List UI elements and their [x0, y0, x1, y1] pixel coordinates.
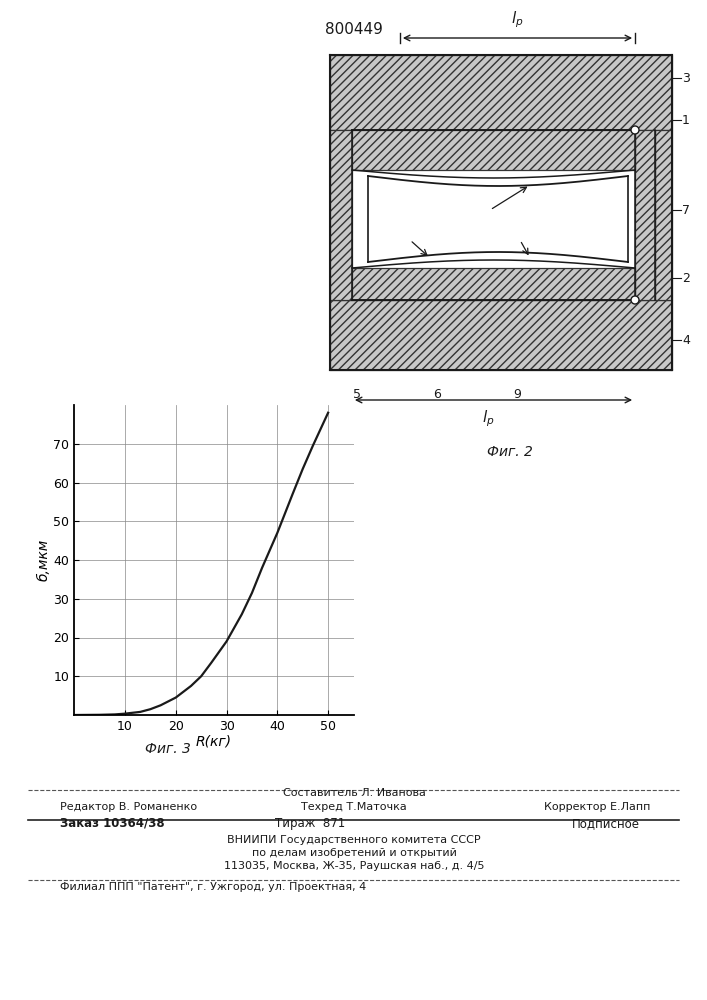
Text: $R_б$: $R_б$ [472, 213, 488, 228]
Text: 6: 6 [433, 388, 441, 401]
Text: 3: 3 [682, 72, 690, 85]
Text: $l_p$: $l_p$ [482, 408, 495, 429]
Text: Фиг. 3: Фиг. 3 [145, 742, 191, 756]
Bar [655, 130, 672, 300]
Text: 1: 1 [682, 113, 690, 126]
Text: $R_б$: $R_б$ [392, 223, 408, 238]
Text: по делам изобретений и открытий: по делам изобретений и открытий [252, 848, 457, 858]
Text: Редактор В. Романенко: Редактор В. Романенко [60, 802, 197, 812]
Bar [352, 130, 635, 170]
X-axis label: R(кг): R(кг) [196, 734, 232, 748]
Text: ВНИИПИ Государственного комитета СССР: ВНИИПИ Государственного комитета СССР [227, 835, 481, 845]
Text: 7: 7 [682, 204, 690, 217]
Text: 5: 5 [353, 388, 361, 401]
Bar [635, 130, 655, 300]
Text: 2: 2 [682, 271, 690, 284]
Text: 113035, Москва, Ж-35, Раушская наб., д. 4/5: 113035, Москва, Ж-35, Раушская наб., д. … [223, 861, 484, 871]
Text: 9: 9 [513, 388, 521, 401]
Bar [330, 55, 672, 130]
Text: Составитель Л. Иванова: Составитель Л. Иванова [283, 788, 426, 798]
Circle shape [631, 296, 639, 304]
Polygon shape [368, 176, 628, 262]
Text: Фиг. 2: Фиг. 2 [487, 445, 533, 459]
Y-axis label: б,мкм: б,мкм [37, 539, 51, 581]
Text: Корректор Е.Лапп: Корректор Е.Лапп [544, 802, 650, 812]
Text: Техред Т.Маточка: Техред Т.Маточка [301, 802, 407, 812]
Text: 4: 4 [682, 334, 690, 347]
Bar [330, 300, 672, 370]
Text: 800449: 800449 [325, 22, 383, 37]
Bar [352, 268, 635, 300]
Text: $R_б$: $R_б$ [522, 223, 538, 238]
Bar [330, 130, 352, 300]
Text: Подписное: Подписное [572, 817, 640, 830]
Text: $l_p$: $l_p$ [511, 9, 524, 30]
Text: Филиал ППП "Патент", г. Ужгород, ул. Проектная, 4: Филиал ППП "Патент", г. Ужгород, ул. Про… [60, 882, 366, 892]
Text: Тираж  871: Тираж 871 [275, 817, 345, 830]
Text: Заказ 10364/38: Заказ 10364/38 [60, 817, 165, 830]
Circle shape [631, 126, 639, 134]
